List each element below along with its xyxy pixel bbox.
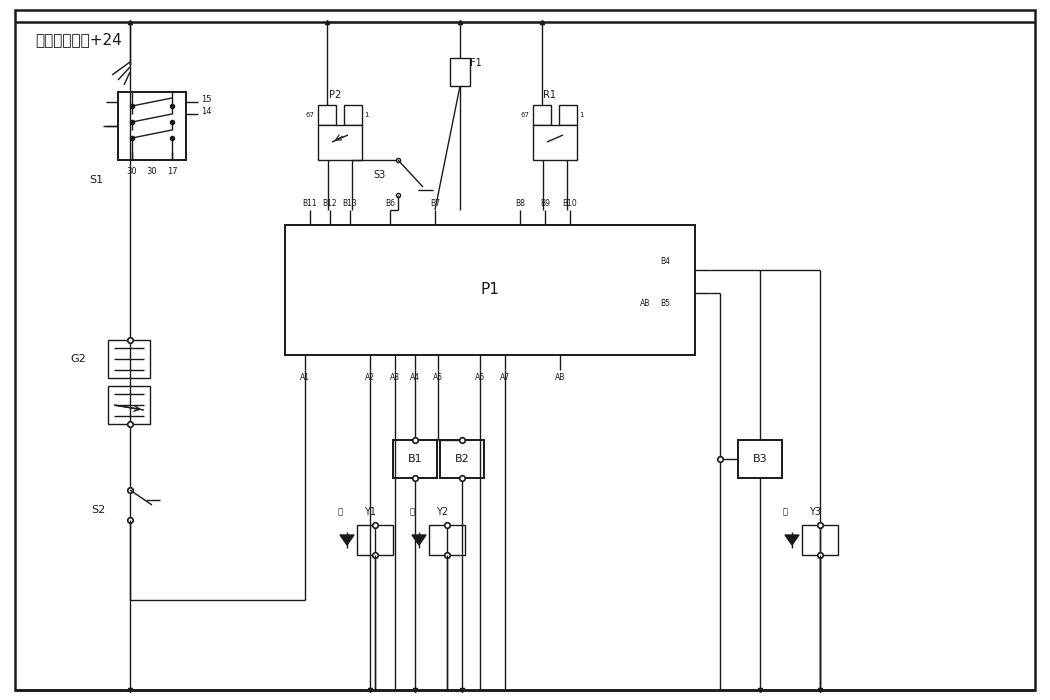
Text: 本: 本	[337, 508, 342, 517]
Text: R1: R1	[544, 90, 556, 100]
Text: 67: 67	[521, 112, 529, 118]
Text: Y3: Y3	[808, 507, 821, 517]
Text: B2: B2	[455, 454, 469, 464]
Text: B5: B5	[660, 298, 670, 307]
Text: 锁紧开关电源+24: 锁紧开关电源+24	[35, 32, 122, 48]
Bar	[738, 440, 782, 478]
Text: A5: A5	[433, 372, 443, 382]
Bar	[285, 225, 695, 355]
Text: 15: 15	[201, 95, 211, 104]
Bar	[318, 125, 362, 160]
Text: S1: S1	[89, 175, 103, 185]
Text: S2: S2	[90, 505, 105, 515]
Text: B7: B7	[430, 199, 440, 207]
Text: B3: B3	[753, 454, 768, 464]
Text: 67: 67	[306, 112, 315, 118]
Polygon shape	[340, 535, 354, 545]
Polygon shape	[412, 535, 426, 545]
Bar	[118, 92, 186, 160]
Text: 30: 30	[147, 167, 157, 176]
Bar	[108, 386, 150, 424]
Bar	[559, 105, 578, 125]
Bar	[533, 105, 551, 125]
Polygon shape	[785, 535, 799, 545]
Text: AB: AB	[639, 298, 650, 307]
Text: S3: S3	[374, 170, 386, 180]
Text: A7: A7	[500, 372, 510, 382]
Text: B8: B8	[516, 199, 525, 207]
Text: 1: 1	[579, 112, 583, 118]
Text: 17: 17	[167, 167, 177, 176]
Text: B11: B11	[302, 199, 317, 207]
Text: A6: A6	[475, 372, 485, 382]
Text: A4: A4	[410, 372, 420, 382]
Text: 30: 30	[127, 167, 138, 176]
Text: P2: P2	[329, 90, 341, 100]
Bar	[429, 525, 465, 555]
Text: B13: B13	[342, 199, 357, 207]
Text: F1: F1	[470, 58, 482, 68]
Text: B10: B10	[563, 199, 578, 207]
Text: Y2: Y2	[436, 507, 448, 517]
Bar	[393, 440, 437, 478]
Text: 本: 本	[410, 508, 415, 517]
Text: AB: AB	[554, 372, 565, 382]
Bar	[440, 440, 484, 478]
Bar	[802, 525, 838, 555]
Text: G2: G2	[70, 354, 86, 364]
Bar	[318, 105, 336, 125]
Text: B9: B9	[540, 199, 550, 207]
Text: A2: A2	[365, 372, 375, 382]
Bar	[450, 58, 470, 86]
Text: A3: A3	[390, 372, 400, 382]
Text: 本: 本	[782, 508, 788, 517]
Text: B1: B1	[407, 454, 422, 464]
Text: P1: P1	[481, 283, 500, 298]
Bar	[357, 525, 393, 555]
Text: B12: B12	[322, 199, 337, 207]
Bar	[533, 125, 578, 160]
Text: Y1: Y1	[364, 507, 376, 517]
Text: 1: 1	[363, 112, 369, 118]
Text: 14: 14	[201, 108, 211, 116]
Text: B4: B4	[660, 258, 670, 267]
Bar	[108, 340, 150, 378]
Text: A1: A1	[300, 372, 310, 382]
Bar	[344, 105, 362, 125]
Text: B6: B6	[385, 199, 395, 207]
